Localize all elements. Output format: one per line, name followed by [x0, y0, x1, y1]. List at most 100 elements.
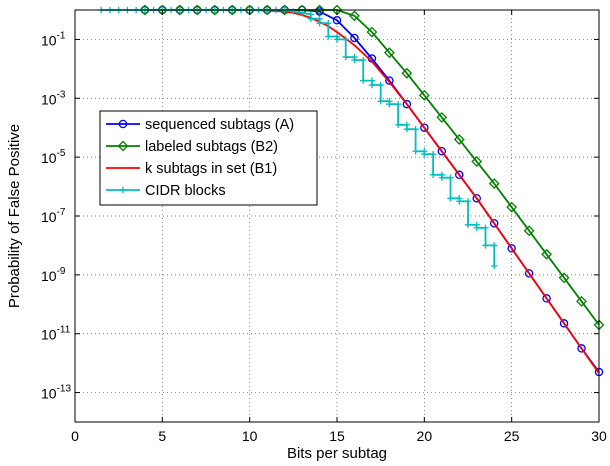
data-point [226, 4, 238, 16]
y-tick-exponent: -9 [57, 266, 66, 277]
legend-marker [118, 119, 128, 129]
data-point [576, 295, 587, 307]
data-point [332, 16, 342, 25]
data-point [524, 269, 534, 278]
data-point [351, 56, 358, 64]
legend: sequenced subtags (A) labeled subtags (B2… [99, 110, 318, 206]
data-point [453, 134, 465, 145]
data-point [325, 20, 332, 27]
series-line [144, 9, 600, 374]
y-tick-label: 10-3 [41, 89, 66, 107]
data-point [523, 225, 535, 237]
x-tick-label: 15 [329, 428, 345, 444]
legend-label: CIDR blocks [145, 183, 226, 199]
data-point [279, 4, 291, 16]
data-point [333, 36, 341, 43]
x-tick-label: 0 [71, 428, 79, 444]
data-point [437, 147, 447, 156]
legend-label: k subtags in set (B1) [145, 161, 277, 177]
data-point [377, 98, 384, 105]
y-tick-exponent: -11 [57, 325, 71, 336]
data-point [360, 56, 367, 64]
data-point [577, 344, 586, 353]
data-point [349, 10, 360, 22]
data-point [421, 151, 428, 158]
data-point [342, 36, 349, 43]
y-tick-base: 10 [41, 386, 57, 402]
data-point [464, 198, 472, 205]
data-point [447, 174, 454, 181]
data-point [290, 8, 297, 15]
data-point [507, 244, 516, 253]
y-tick-label: 10-1 [41, 30, 66, 48]
data-point [401, 67, 413, 79]
y-tick-exponent: -7 [57, 207, 66, 218]
x-tick-label: 25 [504, 428, 520, 444]
x-tick-label: 10 [242, 428, 258, 444]
y-tick-label: 10-7 [41, 207, 66, 225]
data-point [402, 99, 412, 109]
data-point [386, 100, 393, 108]
x-tick-label: 30 [591, 428, 607, 444]
data-point [325, 33, 332, 40]
data-point [191, 4, 203, 16]
legend-item: labeled subtags (B2) [106, 139, 278, 155]
data-point [559, 319, 569, 328]
data-point [316, 20, 323, 27]
data-point [542, 294, 551, 303]
y-tick-base: 10 [41, 91, 57, 107]
data-point [482, 242, 489, 249]
data-point [366, 26, 378, 38]
data-point [429, 171, 437, 178]
data-point [394, 100, 402, 108]
y-tick-base: 10 [41, 268, 57, 284]
data-point [455, 170, 464, 180]
data-point [412, 148, 419, 155]
x-tick-label: 20 [417, 428, 433, 444]
data-point [491, 262, 498, 270]
data-point [541, 248, 553, 260]
data-point [174, 4, 186, 16]
data-point [360, 77, 367, 84]
x-tick-label: 5 [158, 428, 166, 444]
y-tick-base: 10 [41, 327, 57, 343]
x-axis-label: Bits per subtag [287, 445, 387, 462]
y-tick-exponent: -13 [57, 384, 72, 395]
data-point [558, 272, 570, 284]
data-point [420, 123, 429, 132]
data-point [350, 33, 359, 43]
data-point [368, 81, 376, 89]
legend-label: sequenced subtags (A) [145, 117, 294, 133]
data-point [438, 174, 445, 181]
data-point [473, 224, 480, 231]
data-point [482, 224, 489, 231]
legend-marker [117, 140, 129, 152]
data-point [488, 178, 500, 190]
data-point [383, 47, 395, 59]
data-point [261, 4, 273, 16]
y-tick-base: 10 [41, 150, 57, 166]
data-point [471, 156, 483, 167]
data-point [506, 201, 518, 213]
data-point [464, 221, 472, 229]
series-2 [144, 9, 600, 374]
data-point [418, 89, 430, 101]
data-point [412, 125, 419, 133]
data-point [139, 4, 151, 16]
data-point [394, 121, 402, 128]
data-point [489, 219, 499, 228]
data-point [491, 242, 498, 249]
legend-item: sequenced subtags (A) [106, 117, 294, 133]
data-point [307, 15, 314, 23]
data-point [342, 53, 349, 61]
data-point [436, 111, 448, 123]
y-tick-base: 10 [41, 32, 57, 48]
y-tick-label: 10-9 [41, 266, 66, 284]
y-tick-label: 10-5 [41, 148, 66, 166]
legend-marker [119, 186, 127, 194]
data-point [472, 194, 481, 203]
y-tick-exponent: -5 [57, 148, 66, 159]
data-point [447, 195, 454, 202]
